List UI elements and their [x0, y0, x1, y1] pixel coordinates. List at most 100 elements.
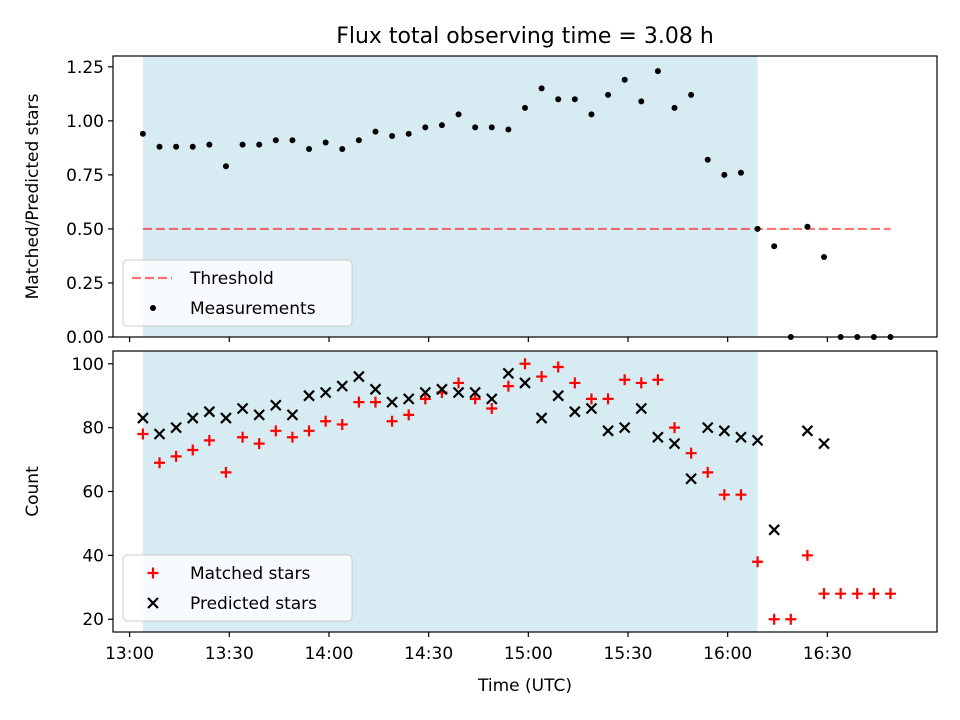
measurement-point: [206, 141, 213, 148]
x-tick-label: 15:30: [604, 644, 653, 664]
predicted-star-point: [768, 524, 780, 536]
predicted-star-point: [718, 425, 731, 437]
legend-label: Matched stars: [190, 564, 310, 584]
matched-star-point: [220, 466, 232, 478]
axes-frame: [112, 55, 938, 338]
matched-star-point: [486, 402, 498, 414]
y-tick-label: 1.25: [66, 58, 104, 78]
y-tick-label: 0.25: [66, 274, 104, 294]
predicted-star-point: [170, 421, 182, 434]
y-tick-label: 60: [82, 483, 104, 503]
matched-star-point: [801, 549, 813, 561]
y-tick-label: 40: [82, 546, 104, 566]
y-tick-label: 1.00: [66, 112, 104, 132]
matched-star-point: [137, 428, 149, 440]
y-axis-label: Count: [23, 466, 43, 517]
matched-star-point: [536, 371, 548, 383]
predicted-star-point: [701, 421, 714, 434]
ratio-panel: 0.00 0.25 0.50 0.75 1.00 1.25 Matched/Predicte…: [23, 55, 938, 348]
y-tick-label: 20: [82, 610, 104, 630]
measurement-point: [222, 163, 229, 170]
measurement-point: [821, 254, 828, 261]
measurement-point: [405, 130, 412, 137]
matched-star-point: [718, 489, 730, 501]
predicted-star-point: [469, 386, 481, 399]
matched-star-point: [685, 447, 697, 459]
matched-star-point: [320, 415, 332, 427]
matched-star-point: [868, 588, 880, 600]
matched-star-point: [818, 588, 830, 600]
predicted-star-point: [569, 405, 581, 418]
predicted-star-point: [137, 412, 149, 424]
measurement-point: [306, 145, 313, 152]
measurement-point: [737, 169, 744, 176]
predicted-star-point: [751, 434, 764, 447]
matched-star-point: [303, 425, 315, 437]
measurement-point: [256, 141, 263, 148]
legend-box: [122, 259, 353, 327]
measurement-point: [156, 143, 163, 150]
predicted-star-point: [286, 409, 299, 421]
x-axis-label: Time (UTC): [477, 676, 572, 696]
matched-star-point: [237, 431, 249, 443]
matched-star-point: [785, 613, 797, 625]
predicted-star-point: [419, 386, 432, 399]
matched-star-point: [403, 409, 415, 421]
predicted-star-point: [402, 393, 415, 405]
measurement-point: [721, 171, 728, 178]
measurement-point: [688, 91, 695, 98]
matched-star-point: [469, 393, 481, 405]
predicted-star-point: [602, 425, 614, 437]
y-tick-label: 100: [72, 355, 104, 375]
legend-box: [122, 554, 353, 622]
predicted-star-point: [735, 431, 747, 443]
matched-star-point: [768, 613, 780, 625]
matched-star-point: [203, 434, 215, 446]
measurement-point: [638, 98, 645, 105]
predicted-star-point: [685, 472, 697, 485]
predicted-star-point: [618, 421, 631, 434]
predicted-star-point: [436, 383, 448, 396]
predicted-star-point: [585, 402, 598, 415]
matched-star-point: [552, 361, 564, 373]
predicted-star-point: [236, 402, 249, 415]
matched-star-point: [336, 418, 348, 430]
predicted-star-point: [668, 437, 681, 450]
matched-star-point: [652, 374, 664, 386]
matched-star-point: [635, 377, 647, 389]
predicted-star-point: [270, 399, 282, 412]
measurement-point: [571, 96, 578, 103]
predicted-star-point: [452, 386, 465, 399]
matched-star-point: [884, 588, 896, 600]
matched-star-point: [286, 431, 298, 443]
x-tick-label: 16:30: [803, 644, 852, 664]
measurement-point: [173, 143, 180, 150]
predicted-star-point: [535, 412, 548, 424]
matched-star-point: [453, 377, 465, 389]
predicted-star-point: [519, 377, 531, 389]
matched-star-point: [502, 380, 514, 392]
measurement-point: [488, 124, 495, 131]
predicted-star-point: [386, 396, 398, 408]
matched-star-point: [735, 489, 747, 501]
measurement-point: [272, 137, 279, 144]
measurement-point: [671, 104, 678, 111]
legend-matched-swatch: [147, 567, 159, 579]
matched-star-point: [851, 588, 863, 600]
matched-star-point: [835, 588, 847, 600]
predicted-star-point: [502, 367, 515, 380]
legend-label: Measurements: [190, 299, 316, 319]
measurement-point: [472, 124, 479, 131]
predicted-star-point: [220, 412, 232, 424]
measurement-point: [704, 156, 711, 163]
measurement-point: [804, 223, 811, 230]
predicted-star-point: [818, 437, 830, 450]
predicted-star-point: [552, 389, 565, 402]
measurement-point: [555, 96, 562, 103]
predicted-star-point: [369, 383, 382, 396]
matched-star-point: [170, 450, 182, 462]
matched-star-point: [702, 466, 714, 478]
y-axis-label: Matched/Predicted stars: [23, 93, 43, 299]
matched-star-point: [253, 438, 265, 450]
